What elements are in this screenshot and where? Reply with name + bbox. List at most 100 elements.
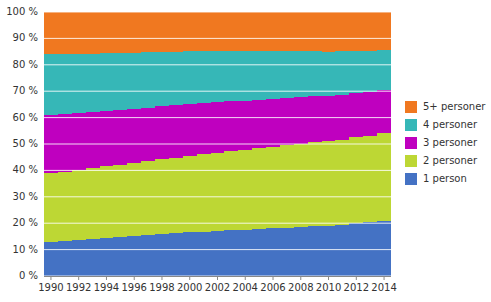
legend-swatch — [405, 137, 417, 149]
x-tick — [356, 277, 357, 280]
bar-segment — [238, 101, 252, 150]
bar-segment — [155, 234, 169, 276]
grid-line — [44, 170, 391, 171]
x-tick — [78, 277, 79, 280]
bar-segment — [58, 114, 72, 172]
y-tick-label: 0 % — [19, 270, 38, 281]
y-tick-label: 30 % — [13, 191, 38, 202]
bar-segment — [113, 53, 127, 110]
x-tick-label: 1990 — [38, 282, 63, 293]
bar-segment — [127, 109, 141, 163]
bar-segment — [86, 239, 100, 276]
bar-segment — [266, 99, 280, 147]
bar-segment — [294, 97, 308, 144]
x-tick-label: 1996 — [121, 282, 146, 293]
x-tick-label: 2004 — [233, 282, 258, 293]
bar-segment — [141, 161, 155, 235]
bar-segment — [238, 230, 252, 276]
y-tick-label: 90 % — [13, 32, 38, 43]
bar-segment — [183, 232, 197, 276]
bar-segment — [322, 226, 336, 276]
bar-segment — [349, 137, 363, 223]
bar-segment — [377, 50, 391, 90]
bar-segment — [155, 12, 169, 52]
x-tick — [328, 277, 329, 280]
bar-segment — [169, 12, 183, 52]
x-tick-label: 2010 — [316, 282, 341, 293]
x-tick — [161, 277, 162, 280]
bar-segment — [322, 96, 336, 142]
bar-segment — [252, 229, 266, 276]
bar-segment — [72, 240, 86, 276]
bar-segment — [72, 170, 86, 240]
grid-line — [44, 38, 391, 39]
x-tick-label: 2008 — [288, 282, 313, 293]
grid-line — [44, 64, 391, 65]
bar-segment — [127, 236, 141, 276]
y-tick-label: 10 % — [13, 244, 38, 255]
bar-segment — [294, 144, 308, 227]
legend-label: 2 personer — [423, 155, 478, 166]
bar-segment — [266, 12, 280, 51]
bar-segment — [224, 151, 238, 230]
x-tick — [300, 277, 301, 280]
x-tick-label: 2012 — [344, 282, 369, 293]
bar-segment — [322, 12, 336, 52]
legend-label: 4 personer — [423, 119, 478, 130]
bar-segment — [100, 111, 114, 166]
bar-segment — [211, 102, 225, 153]
bar-segment — [127, 53, 141, 109]
grid-line — [44, 91, 391, 92]
bar-segment — [72, 54, 86, 113]
grid-line — [44, 117, 391, 118]
bar-segment — [211, 231, 225, 276]
bar-segment — [224, 51, 238, 101]
x-axis-line — [44, 276, 391, 277]
legend: 5+ personer4 personer3 personer2 persone… — [405, 101, 486, 185]
y-tick-label: 80 % — [13, 59, 38, 70]
bar-segment — [238, 150, 252, 230]
x-tick-label: 1998 — [149, 282, 174, 293]
bar-segment — [86, 12, 100, 54]
bar-segment — [377, 221, 391, 276]
bar-segment — [280, 145, 294, 227]
bar-segment — [141, 108, 155, 162]
x-tick — [50, 277, 51, 280]
bar-segment — [335, 51, 349, 94]
bar-segment — [183, 51, 197, 104]
chart: 0 %10 %20 %30 %40 %50 %60 %70 %80 %90 %1… — [0, 0, 491, 302]
bar-segment — [44, 12, 58, 54]
bar-segment — [44, 242, 58, 276]
bar-segment — [141, 12, 155, 52]
bar-segment — [252, 100, 266, 149]
legend-swatch — [405, 119, 417, 131]
bar-segment — [308, 96, 322, 142]
bar-segment — [266, 51, 280, 99]
bar-segment — [169, 158, 183, 234]
bar-segment — [113, 165, 127, 237]
bar-segment — [197, 51, 211, 103]
bar-segment — [169, 233, 183, 276]
series-bars — [44, 12, 391, 54]
series-bars — [44, 50, 391, 115]
bar-segment — [294, 227, 308, 276]
x-tick-label: 1992 — [66, 282, 91, 293]
x-tick — [273, 277, 274, 280]
bar-segment — [322, 52, 336, 96]
bar-segment — [363, 222, 377, 276]
bar-segment — [377, 12, 391, 50]
x-tick-label: 2006 — [260, 282, 285, 293]
bar-segment — [183, 156, 197, 233]
bar-segment — [211, 12, 225, 51]
bar-segment — [224, 12, 238, 51]
x-tick — [134, 277, 135, 280]
x-tick — [106, 277, 107, 280]
bar-segment — [58, 172, 72, 241]
bar-segment — [266, 228, 280, 276]
bar-segment — [363, 51, 377, 92]
bar-segment — [86, 168, 100, 239]
bar-segment — [363, 136, 377, 222]
x-tick-label: 2000 — [177, 282, 202, 293]
grid-line — [44, 12, 391, 13]
bars — [44, 12, 391, 276]
